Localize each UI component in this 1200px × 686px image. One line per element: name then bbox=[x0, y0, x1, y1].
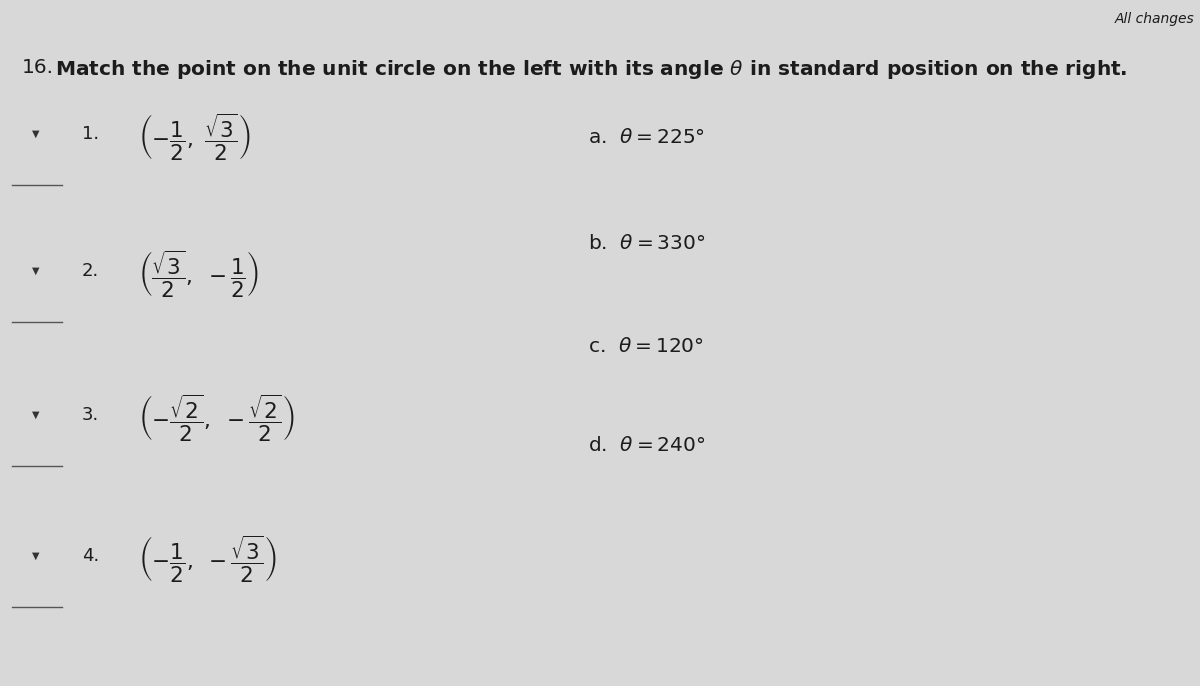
Text: 2.: 2. bbox=[82, 262, 98, 280]
Text: 4.: 4. bbox=[82, 547, 98, 565]
Text: ▼: ▼ bbox=[32, 266, 40, 276]
Text: d.  $\theta = 240°$: d. $\theta = 240°$ bbox=[588, 436, 706, 456]
Text: Match the point on the unit circle on the left with its angle $\theta$ in standa: Match the point on the unit circle on th… bbox=[55, 58, 1128, 82]
Text: c.  $\theta = 120°$: c. $\theta = 120°$ bbox=[588, 337, 704, 356]
Text: $\left(-\dfrac{1}{2},\ -\dfrac{\sqrt{3}}{2}\right)$: $\left(-\dfrac{1}{2},\ -\dfrac{\sqrt{3}}… bbox=[138, 534, 277, 584]
Text: 1.: 1. bbox=[82, 125, 98, 143]
Text: All changes: All changes bbox=[1115, 12, 1194, 26]
Text: 3.: 3. bbox=[82, 406, 98, 424]
Text: $\left(-\dfrac{\sqrt{2}}{2},\ -\dfrac{\sqrt{2}}{2}\right)$: $\left(-\dfrac{\sqrt{2}}{2},\ -\dfrac{\s… bbox=[138, 393, 295, 444]
Text: $\left(\dfrac{\sqrt{3}}{2},\ -\dfrac{1}{2}\right)$: $\left(\dfrac{\sqrt{3}}{2},\ -\dfrac{1}{… bbox=[138, 249, 259, 300]
Text: ▼: ▼ bbox=[32, 410, 40, 420]
Text: $\left(-\dfrac{1}{2},\ \dfrac{\sqrt{3}}{2}\right)$: $\left(-\dfrac{1}{2},\ \dfrac{\sqrt{3}}{… bbox=[138, 112, 251, 163]
Text: ▼: ▼ bbox=[32, 129, 40, 139]
Text: 16.: 16. bbox=[22, 58, 54, 78]
Text: a.  $\theta = 225°$: a. $\theta = 225°$ bbox=[588, 128, 706, 147]
Text: b.  $\theta = 330°$: b. $\theta = 330°$ bbox=[588, 234, 706, 253]
Text: ▼: ▼ bbox=[32, 551, 40, 560]
